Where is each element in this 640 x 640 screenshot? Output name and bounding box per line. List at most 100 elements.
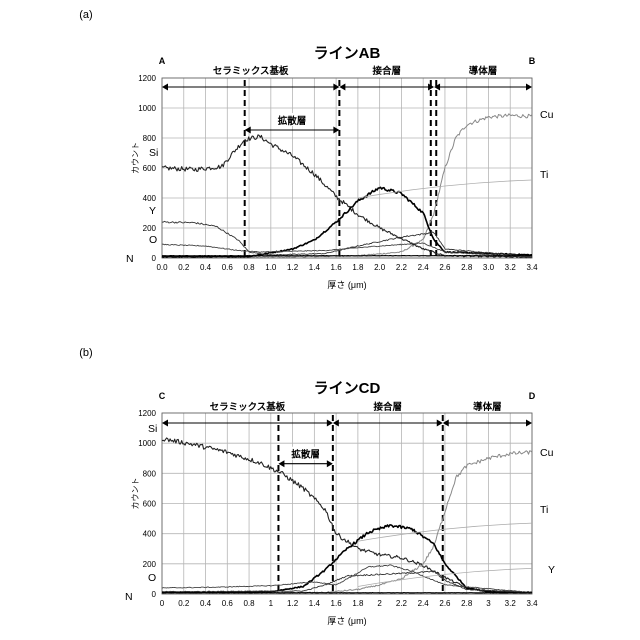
x-tick-label: 0 [160,599,165,608]
x-axis-label: 厚さ (μm) [327,280,366,290]
region-label: セラミックス基板 [213,65,289,77]
region-arrow [162,84,339,91]
x-tick-label: 2.2 [396,599,408,608]
x-tick-label: 0.2 [178,599,190,608]
series-label-o: O [148,572,156,584]
y-tick-label: 400 [143,194,157,203]
gridlines [162,413,532,594]
corner-label-right: B [529,56,536,66]
x-tick-label: 1.8 [352,263,364,272]
chart-panel-cd: (b)ラインCD00.20.40.60.811.21.41.61.822.22.… [79,347,555,626]
y-tick-label: 200 [143,560,157,569]
region-arrow-head-right [526,84,532,91]
series-label-si: Si [148,423,157,435]
x-tick-label: 1.2 [287,599,299,608]
x-tick-label: 3.4 [526,599,538,608]
x-tick-label: 2.4 [418,599,430,608]
panel-label: (a) [79,9,92,21]
x-tick-label: 3.2 [505,263,517,272]
diffusion-arrow [278,460,332,467]
y-tick-label: 1000 [138,104,156,113]
series-line-cu [162,114,532,258]
x-tick-label: 0.8 [243,263,255,272]
region-arrow-head-left [162,84,168,91]
x-tick-label: 1.4 [309,599,321,608]
x-tick-label: 1.6 [331,599,343,608]
panel-label: (b) [79,347,92,359]
x-tick-label: 2.8 [461,263,473,272]
series-line-o [162,565,532,593]
series-line-si [162,438,532,593]
x-tick-label: 3.2 [505,599,517,608]
y-tick-label: 1000 [138,439,156,448]
x-tick-label: 2 [377,599,382,608]
region-arrow [434,84,532,91]
corner-label-left: A [159,56,166,66]
region-label: 導体層 [473,401,502,413]
x-tick-label: 0.6 [222,599,234,608]
x-tick-label: 1.6 [331,263,343,272]
x-tick-label: 0.4 [200,599,212,608]
y-tick-label: 1200 [138,74,156,83]
series-label-o: O [149,234,157,246]
corner-label-right: D [529,391,536,401]
x-tick-label: 1.8 [352,599,364,608]
x-tick-label: 1 [269,599,274,608]
region-label: 接合層 [374,401,403,413]
region-label: セラミックス基板 [210,401,286,413]
chart-title: ラインAB [314,45,381,62]
region-arrow [333,420,443,427]
series-line-si [162,135,532,258]
x-tick-label: 3 [486,599,491,608]
series-line-ti [162,525,532,593]
series-label-ti: Ti [540,169,548,181]
series-line-cu [162,451,532,594]
region-arrow [339,84,434,91]
region-arrow-head-right [526,420,532,427]
x-tick-label: 1.4 [309,263,321,272]
corner-label-left: C [159,391,166,401]
series-label-n: N [125,591,133,603]
series-label-cu: Cu [540,109,554,121]
diffusion-label: 拡散層 [291,449,320,461]
series-label-si: Si [149,147,158,159]
y-tick-label: 200 [143,224,157,233]
x-tick-label: 0.4 [200,263,212,272]
x-tick-label: 2.6 [439,599,451,608]
y-tick-label: 600 [143,500,157,509]
y-tick-label: 0 [152,254,157,263]
series-label-y: Y [548,564,555,576]
series-label-n: N [126,253,134,265]
region-arrow [162,420,333,427]
y-tick-label: 0 [152,590,157,599]
region-arrow [443,420,532,427]
x-axis-label: 厚さ (μm) [327,616,366,626]
series-label-cu: Cu [540,447,554,459]
region-arrow-head-left [162,420,168,427]
y-tick-label: 1200 [138,409,156,418]
x-tick-label: 0.6 [222,263,234,272]
x-tick-label: 1.2 [287,263,299,272]
x-tick-label: 0.2 [178,263,190,272]
series-label-ti: Ti [540,504,548,516]
y-axis-label: カウント [131,478,140,510]
x-tick-label: 0.0 [156,263,168,272]
chart-panel-ab: (a) ラインAB 0.0 0.2 0.4 0.6 0.8 1.0 1.2 1.4 1.6 1.8 2.… [79,9,553,290]
x-tick-label: 3.4 [526,263,538,272]
y-tick-label: 600 [143,164,157,173]
y-tick-label: 800 [143,134,157,143]
x-tick-label: 3.0 [483,263,495,272]
x-tick-label: 2.0 [374,263,386,272]
x-tick-label: 2.8 [461,599,473,608]
x-tick-label: 2.4 [418,263,430,272]
region-label: 導体層 [469,65,498,77]
x-tick-label: 1.0 [265,263,277,272]
y-tick-label: 800 [143,469,157,478]
series-label-y: Y [149,205,156,217]
diffusion-arrow [245,127,340,134]
y-axis-label: カウント [131,142,140,174]
diffusion-label: 拡散層 [278,115,307,127]
x-tick-label: 2.6 [439,263,451,272]
chart-title: ラインCD [314,380,381,397]
